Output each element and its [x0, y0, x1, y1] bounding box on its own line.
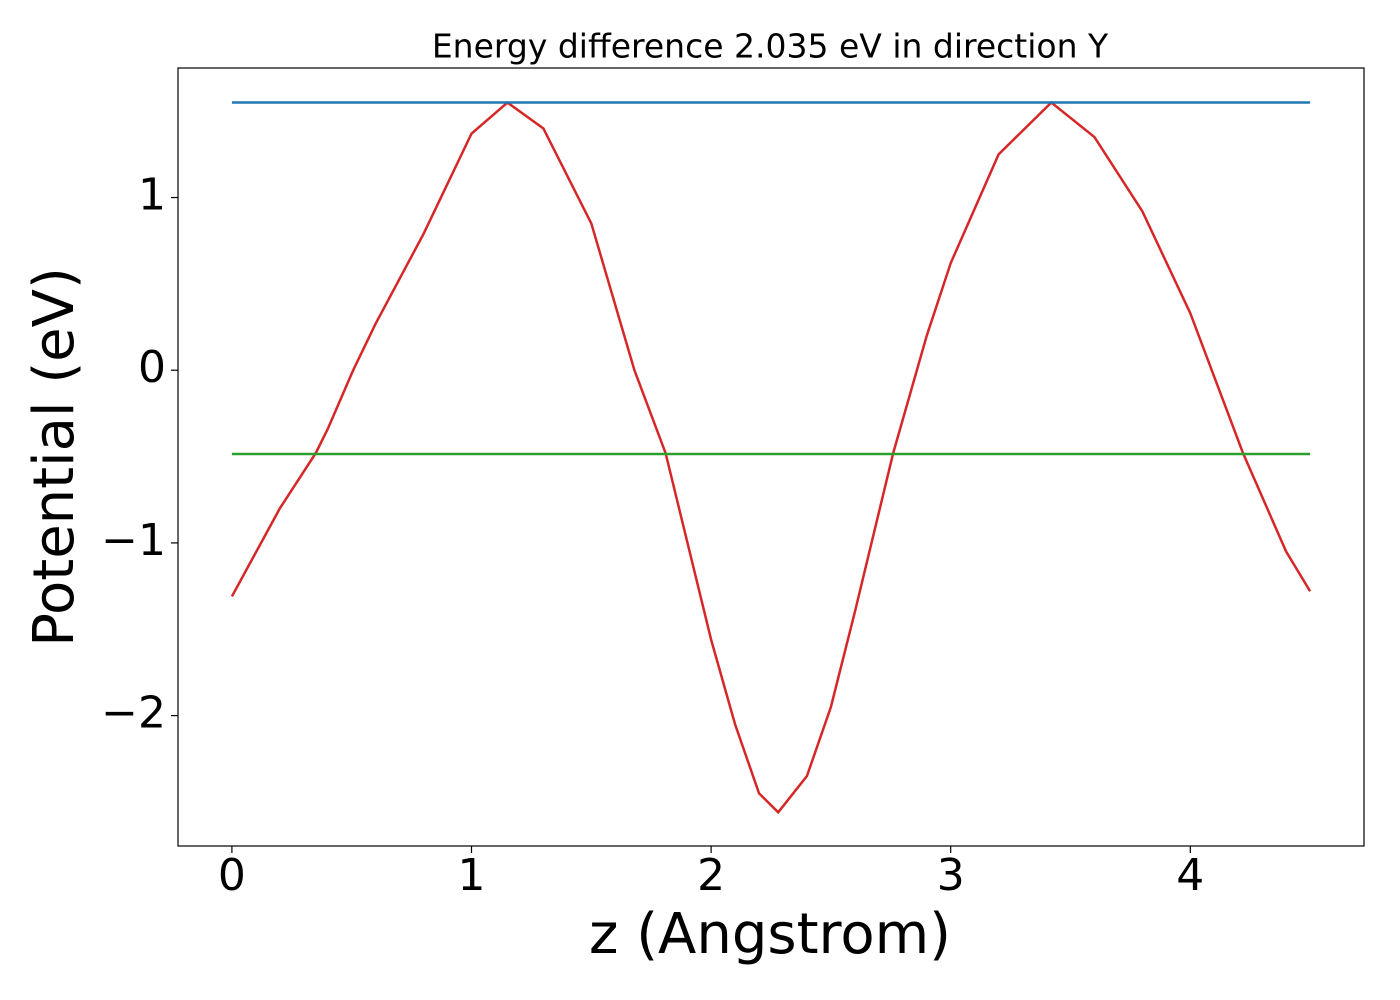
x-tick-label: 0 — [218, 850, 246, 901]
x-tick-label: 2 — [697, 850, 725, 901]
x-tick-label: 3 — [937, 850, 965, 901]
series-line — [230, 100, 1312, 815]
y-tick-label: −2 — [101, 688, 166, 739]
y-tick-label: 0 — [138, 342, 166, 393]
x-tick-label: 1 — [458, 850, 486, 901]
plot-frame — [177, 67, 1365, 847]
x-axis-label: z (Angstrom) — [589, 902, 951, 967]
y-axis-label: Potential (eV) — [22, 267, 87, 647]
x-tick-label: 4 — [1176, 850, 1204, 901]
y-tick-label: −1 — [101, 515, 166, 566]
y-tick-label: 1 — [138, 170, 166, 221]
chart-title: Energy difference 2.035 eV in direction … — [432, 27, 1109, 66]
